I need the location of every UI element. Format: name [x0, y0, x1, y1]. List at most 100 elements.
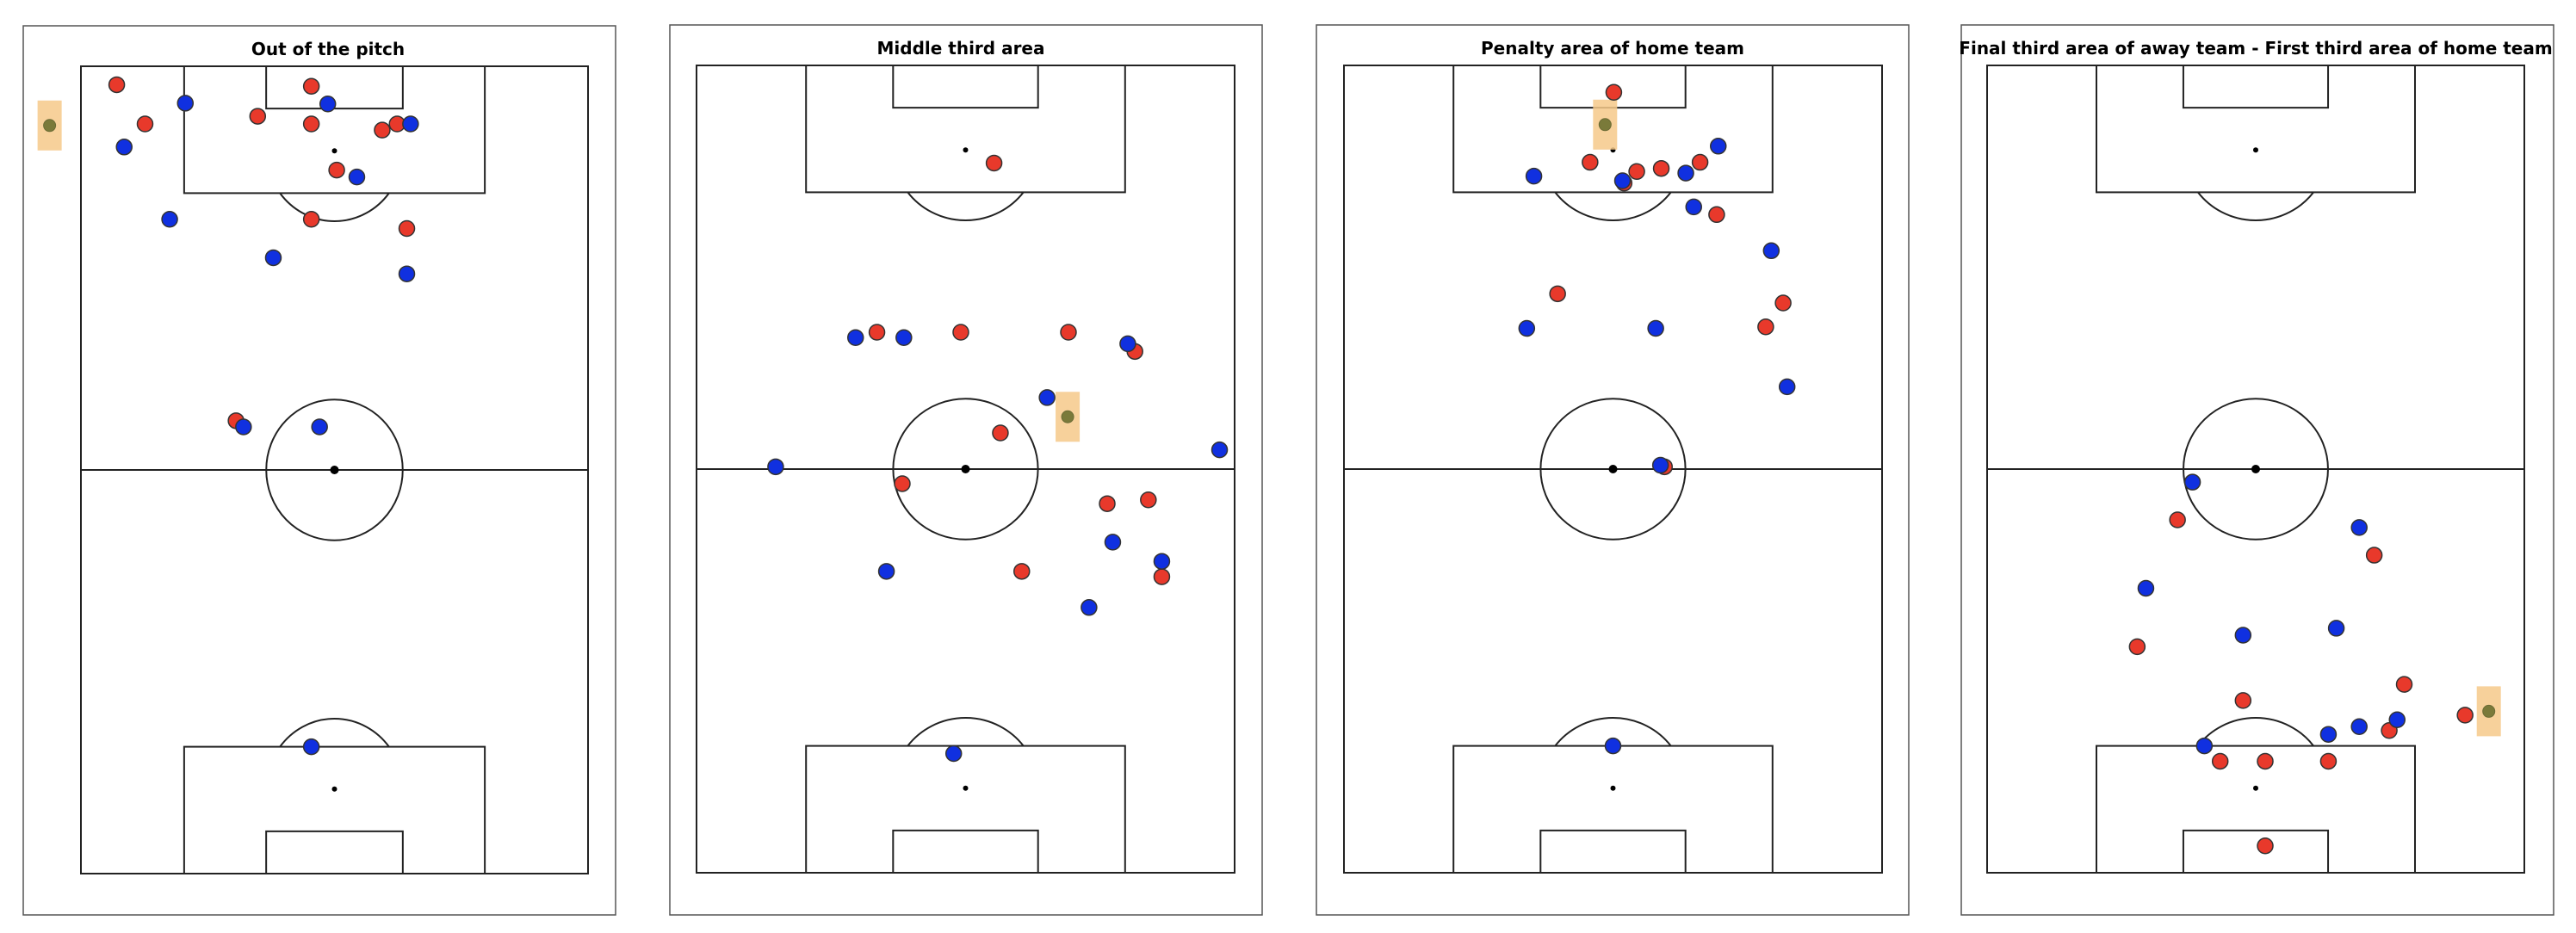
home-player: [249, 108, 267, 125]
away-player: [944, 745, 963, 763]
away-player: [1604, 737, 1622, 755]
penalty-arc-top: [279, 192, 390, 222]
ball: [43, 119, 57, 133]
home-player: [894, 475, 911, 492]
center-spot: [2251, 465, 2260, 473]
penalty-arc-top: [2197, 191, 2314, 221]
home-player: [374, 121, 391, 139]
penalty-spot-top: [331, 148, 337, 154]
penalty-spot-bottom: [2253, 785, 2258, 791]
away-player: [846, 329, 864, 346]
penalty-area-top: [805, 65, 1126, 194]
panel-penalty-area-of-home-team: Penalty area of home team: [1316, 24, 1910, 916]
home-player: [136, 115, 154, 133]
away-player: [1525, 167, 1543, 185]
penalty-spot-top: [963, 147, 969, 153]
penalty-area-bottom: [183, 745, 486, 874]
away-player: [1081, 599, 1098, 616]
away-player: [2319, 726, 2338, 743]
goal-area-bottom: [265, 830, 404, 874]
penalty-arc-bottom: [2197, 717, 2314, 747]
away-player: [1685, 198, 1702, 216]
home-player: [2169, 511, 2186, 528]
panel-middle-third-area: Middle third area: [669, 24, 1263, 916]
away-player: [2350, 718, 2368, 736]
panel-frame: [669, 24, 1263, 916]
away-player: [1651, 456, 1669, 474]
home-player: [302, 211, 320, 228]
home-player: [2234, 692, 2252, 709]
away-player: [767, 458, 784, 476]
penalty-arc-top: [907, 191, 1025, 221]
home-player: [398, 219, 416, 238]
center-spot: [1608, 465, 1618, 473]
home-player: [1013, 563, 1031, 580]
panel-frame: [22, 25, 616, 916]
goal-area-bottom: [892, 829, 1039, 874]
away-player: [1119, 335, 1136, 353]
away-player: [1647, 319, 1664, 337]
away-player: [1038, 389, 1056, 406]
home-player: [1582, 153, 1599, 171]
away-player: [1613, 172, 1632, 189]
home-player: [2257, 837, 2274, 855]
away-player: [311, 418, 328, 436]
penalty-spot-bottom: [1610, 785, 1616, 791]
away-player: [2234, 627, 2252, 644]
away-player: [176, 95, 195, 112]
home-player: [328, 161, 345, 179]
away-player: [1709, 138, 1727, 155]
home-player: [1140, 491, 1157, 509]
home-player: [2257, 752, 2274, 770]
panel-title: Middle third area: [877, 38, 1045, 59]
penalty-arc-top: [1554, 191, 1672, 221]
away-player: [398, 265, 416, 282]
home-player: [992, 424, 1009, 442]
penalty-arc-bottom: [279, 718, 390, 748]
away-player: [2137, 579, 2155, 597]
center-circle: [2183, 398, 2329, 541]
away-player: [319, 96, 337, 113]
away-player: [1104, 534, 1122, 551]
home-player: [868, 324, 886, 341]
ball: [1061, 410, 1074, 423]
panel-final-third-area: Final third area of away team - First th…: [1959, 24, 2554, 916]
center-spot: [961, 465, 970, 473]
home-player: [2319, 752, 2338, 770]
away-player: [115, 139, 133, 156]
away-player: [2350, 519, 2368, 536]
home-player: [1628, 163, 1645, 181]
away-player: [264, 249, 282, 267]
penalty-area-top: [2096, 65, 2416, 194]
away-player: [2195, 737, 2214, 755]
home-player: [1708, 206, 1725, 224]
home-player: [1153, 568, 1171, 585]
center-spot: [330, 466, 339, 474]
away-player: [1518, 319, 1536, 337]
center-circle: [1539, 398, 1687, 541]
penalty-spot-bottom: [963, 785, 969, 791]
center-circle: [265, 399, 404, 541]
away-player: [1762, 242, 1780, 260]
away-player: [161, 211, 178, 228]
center-circle: [892, 398, 1039, 541]
home-player: [1774, 294, 1792, 312]
home-player: [108, 76, 126, 94]
away-player: [2388, 711, 2406, 728]
home-player: [2395, 676, 2413, 693]
home-player: [1691, 153, 1709, 171]
away-player: [402, 115, 419, 133]
home-player: [1060, 324, 1077, 341]
away-player: [2327, 620, 2345, 637]
home-player: [1757, 318, 1774, 336]
home-player: [2456, 707, 2474, 724]
ball: [2482, 704, 2496, 718]
away-player: [302, 738, 320, 756]
home-player: [952, 324, 969, 341]
pitch: [1343, 65, 1883, 874]
home-player: [1605, 83, 1623, 102]
panel-frame: [1316, 24, 1910, 916]
away-player: [1778, 378, 1796, 396]
panel-title: Penalty area of home team: [1481, 38, 1744, 59]
